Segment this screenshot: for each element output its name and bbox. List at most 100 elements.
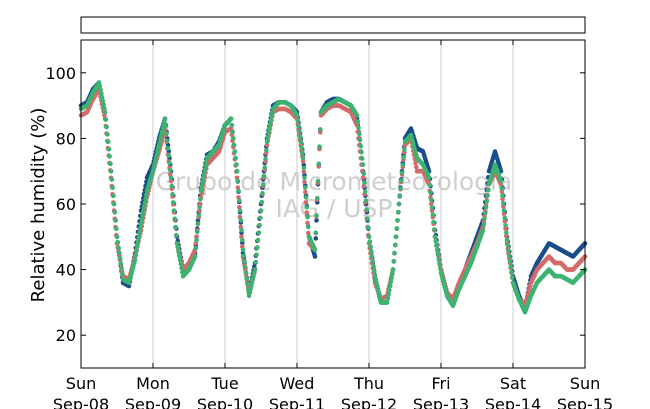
x-tick-day-7: Sun (570, 374, 600, 393)
series-2-point (167, 160, 172, 166)
series-2-point (163, 123, 169, 129)
series-2-point (202, 168, 208, 173)
series-2-point (369, 254, 375, 259)
series-2-point (119, 266, 124, 272)
watermark-line-2: IAG / USP (276, 194, 393, 223)
series-2-point (505, 243, 511, 248)
series-2-point (306, 224, 311, 230)
series-2-point (135, 239, 141, 244)
series-2-point (438, 266, 443, 271)
series-2-point (300, 155, 306, 161)
series-2-point (135, 243, 140, 249)
series-2-point (428, 190, 433, 195)
series-2-point (357, 131, 362, 137)
series-2-point (265, 135, 271, 140)
series-1-point (301, 169, 307, 174)
series-0-point (313, 236, 319, 241)
series-2-point (483, 210, 488, 216)
x-tick-day-5: Fri (431, 374, 450, 393)
series-2-point (301, 165, 307, 171)
series-2-point (234, 162, 239, 167)
series-2-point (372, 268, 377, 274)
x-axis: Sun Sep-08 Mon Sep-09 Tue Sep-10 Wed Sep-11 Thu S… (53, 40, 613, 409)
series-2-point (298, 139, 304, 145)
series-2-point (399, 178, 404, 183)
series-2-point (426, 175, 432, 181)
series-2-point (391, 259, 397, 264)
series-2-point (364, 207, 370, 212)
series-2-point (134, 248, 139, 253)
x-tick-date-0: Sep-08 (53, 395, 109, 409)
series-2-point (101, 102, 106, 108)
y-tick-label-4: 100 (45, 64, 76, 83)
series-1-point (429, 208, 435, 213)
series-2-point (507, 259, 513, 264)
series-2-point (162, 116, 168, 121)
x-tick-day-4: Thu (353, 374, 384, 393)
series-2-point (486, 187, 491, 193)
series-2-point (356, 125, 361, 130)
series-2-point (501, 208, 507, 213)
series-1-point (303, 189, 308, 195)
series-2-point (297, 134, 303, 140)
series-2-point (314, 213, 319, 218)
series-2-point (228, 116, 234, 121)
series-2-point (399, 170, 405, 176)
series-2-point (485, 193, 490, 199)
series-2-point (194, 237, 199, 243)
series-2-point (108, 168, 114, 174)
series-2-point (99, 95, 105, 100)
series-2-point (386, 291, 391, 297)
series-2-point (106, 146, 112, 152)
series-2-point (256, 230, 262, 235)
series-2-point (174, 232, 179, 238)
x-tick-date-2: Sep-10 (197, 395, 253, 409)
x-tick-date-6: Sep-14 (485, 395, 541, 409)
series-2-point (435, 252, 441, 258)
series-2-point (235, 178, 241, 184)
series-2-point (102, 106, 107, 111)
series-1-point (305, 220, 310, 226)
y-axis: 20 40 60 80 100 (45, 64, 585, 345)
series-2-point (317, 144, 322, 149)
series-2-point (504, 237, 510, 243)
series-2-point (236, 188, 241, 194)
series-2-point (315, 178, 321, 184)
series-2-point (165, 138, 170, 144)
series-2-point (198, 188, 204, 194)
series-2-point (357, 137, 363, 143)
series-2-point (318, 127, 323, 132)
x-tick-date-5: Sep-13 (413, 395, 469, 409)
x-tick-date-1: Sep-09 (125, 395, 181, 409)
series-2-point (385, 296, 391, 301)
series-2-point (237, 198, 242, 203)
series-2-point (389, 275, 394, 281)
series-2-point (245, 282, 250, 287)
series-2-point (296, 123, 301, 129)
series-2-point (108, 161, 113, 167)
series-1-point (414, 164, 419, 170)
series-1-point (501, 211, 507, 217)
series-2-point (171, 200, 176, 205)
series-2-point (140, 213, 145, 218)
series-1-point (304, 210, 310, 215)
series-2-point (138, 221, 144, 226)
series-2-point (396, 209, 401, 215)
series-1-point (264, 142, 270, 148)
series-2-point (266, 131, 271, 136)
series-2-point (255, 237, 261, 243)
series-2-point (394, 226, 400, 231)
series-2-point (427, 182, 433, 188)
series-1-point (300, 159, 306, 164)
series-2-point (393, 242, 398, 248)
series-2-point (315, 196, 320, 201)
series-2-point (432, 227, 437, 232)
x-tick-date-7: Sep-15 (557, 395, 613, 409)
series-0-point (126, 283, 132, 289)
x-tick-day-1: Mon (136, 374, 170, 393)
series-1-point (502, 218, 508, 224)
series-2-point (178, 261, 184, 267)
series-2-point (500, 193, 505, 199)
series-2-point (262, 165, 268, 170)
